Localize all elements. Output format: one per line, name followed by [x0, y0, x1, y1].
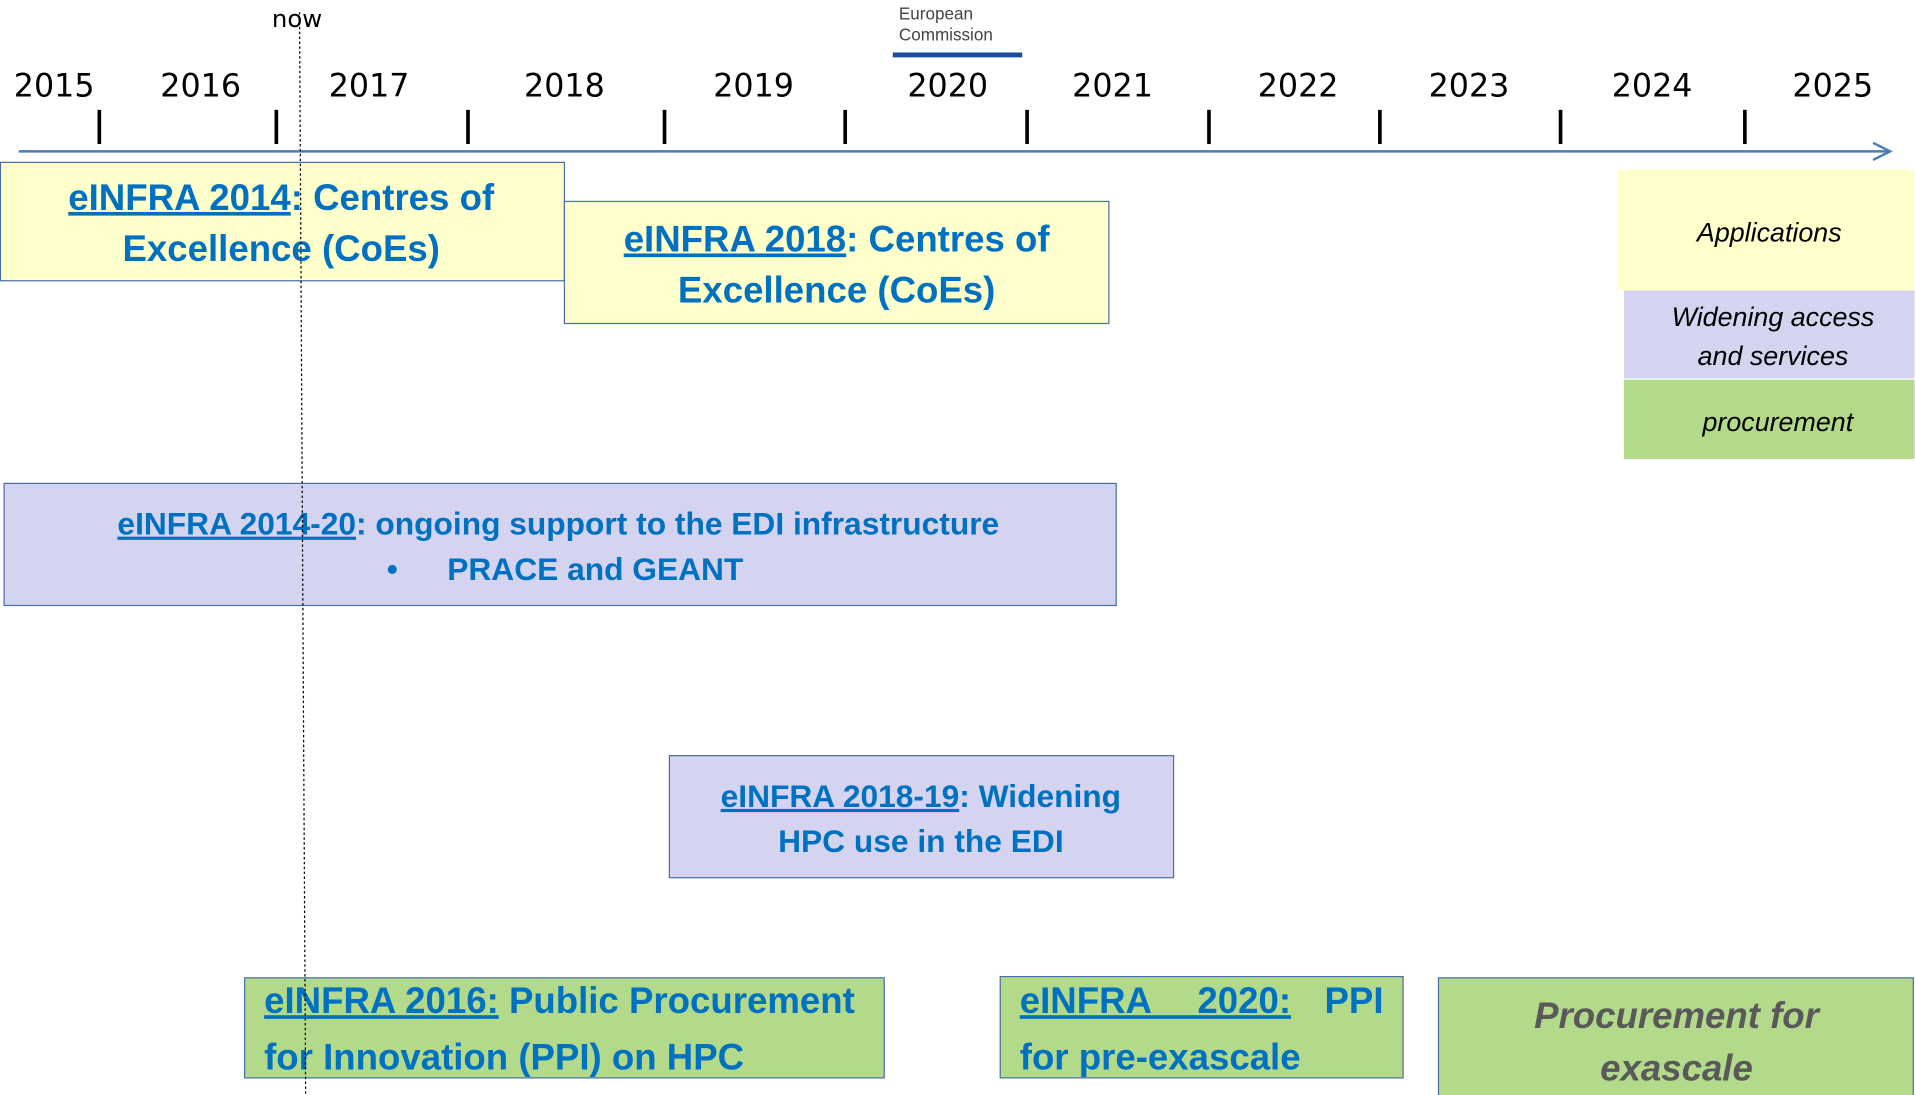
- year-label: 2025: [1792, 68, 1873, 104]
- box-text: eINFRA 2014-20: ongoing support to the E…: [117, 506, 999, 542]
- legend-text: Widening access: [1672, 302, 1875, 332]
- axis-arrow: [1872, 141, 1893, 162]
- box-link: eINFRA 2016:: [264, 980, 499, 1021]
- box-text: eINFRA 2016: Public Procurement: [264, 980, 855, 1021]
- year-ticks: [97, 109, 1747, 145]
- box-text: PPI: [1325, 980, 1384, 1021]
- box-text: eINFRA 2014: Centres of: [68, 177, 495, 218]
- year-label: 2016: [160, 68, 241, 104]
- legend-swatch: [1617, 169, 1915, 291]
- now-label: now: [272, 4, 322, 33]
- legend-swatch: [1624, 379, 1915, 459]
- box-line: : Centres of: [291, 177, 495, 218]
- legend-text: and services: [1698, 341, 1849, 371]
- year-label: 2015: [14, 68, 95, 104]
- year-label: 2024: [1612, 68, 1693, 104]
- box-text: eINFRA 2018-19: Widening: [721, 778, 1121, 814]
- year-label: 2023: [1429, 68, 1510, 104]
- box: [0, 161, 566, 282]
- box: [563, 200, 1110, 325]
- year-label: 2021: [1072, 68, 1153, 104]
- box-link: eINFRA 2014: [68, 177, 291, 218]
- box: [243, 977, 885, 1079]
- logo-text: European: [899, 5, 973, 24]
- box: [1437, 977, 1914, 1095]
- legend-swatch: [1624, 290, 1915, 379]
- bullet: •: [387, 551, 398, 587]
- box-text: Procurement for: [1534, 995, 1821, 1036]
- box-text: for Innovation (PPI) on HPC: [264, 1036, 744, 1077]
- box-line: : Widening: [959, 778, 1121, 814]
- box-line: : ongoing support to the EDI infrastruct…: [356, 506, 999, 542]
- box-link: eINFRA 2014-20: [117, 506, 356, 542]
- box-text: Excellence (CoEs): [123, 228, 440, 269]
- legend-text: Applications: [1695, 218, 1842, 248]
- year-label: 2018: [524, 68, 605, 104]
- year-label: 2020: [907, 68, 988, 104]
- box-link: eINFRA 2018-19: [721, 778, 960, 814]
- year-label: 2022: [1258, 68, 1339, 104]
- year-label: 2019: [713, 68, 794, 104]
- year-label: 2017: [329, 68, 410, 104]
- legend-text: procurement: [1701, 407, 1854, 437]
- box-text: eINFRA 2018: Centres of: [624, 218, 1051, 259]
- box-link: eINFRA 2020:: [1020, 980, 1291, 1021]
- box: [668, 755, 1175, 879]
- box-text: exascale: [1600, 1047, 1753, 1088]
- box: [999, 975, 1404, 1079]
- logo-bar: [892, 52, 1023, 58]
- box-text: Excellence (CoEs): [678, 270, 995, 311]
- box-line: : Centres of: [846, 218, 1050, 259]
- box-text: PRACE and GEANT: [447, 551, 744, 587]
- box-text: HPC use in the EDI: [778, 823, 1064, 859]
- year-labels: 2015 2016 2017 2018 2019 2020 2021 2022 2023 2024…: [14, 68, 1873, 104]
- box-link: eINFRA 2018: [624, 218, 846, 259]
- box-line: Public Procurement: [499, 980, 855, 1021]
- logo-text: Commission: [899, 25, 993, 44]
- box: [3, 482, 1117, 607]
- box-text: for pre-exascale: [1020, 1036, 1301, 1077]
